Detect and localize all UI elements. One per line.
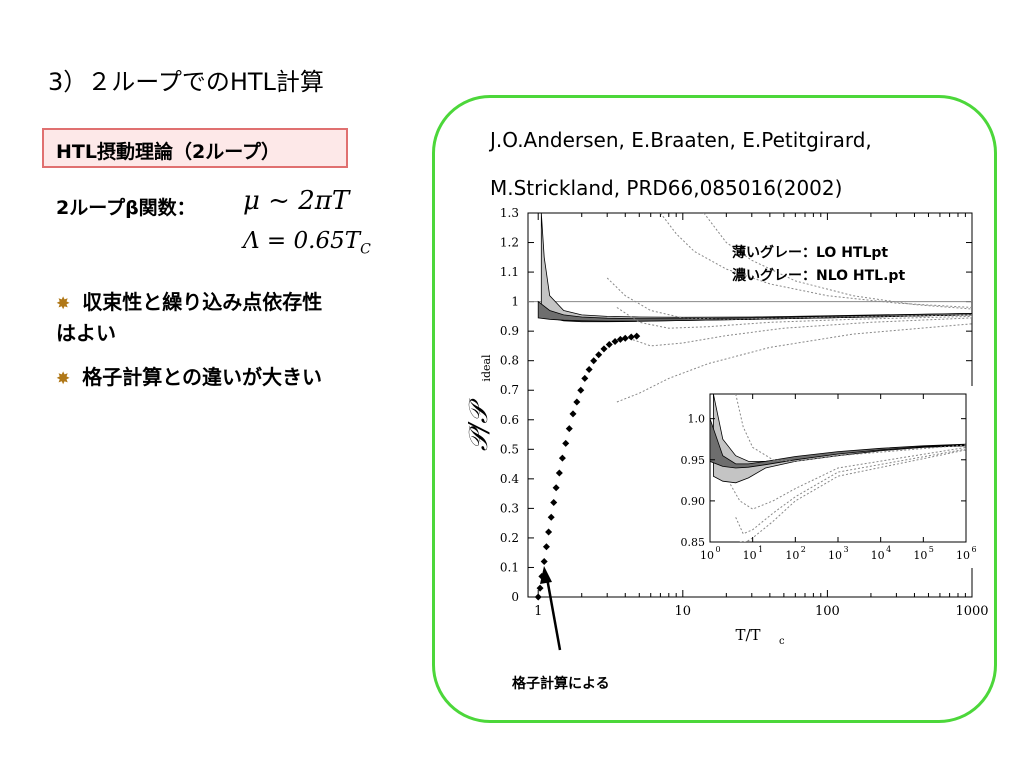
lattice-data-point bbox=[562, 439, 570, 447]
lattice-data-point bbox=[569, 410, 577, 418]
inset-x-tick-exponent: 6 bbox=[971, 545, 976, 554]
inset-y-tick-label: 0.90 bbox=[681, 495, 706, 508]
y-tick-label: 0.3 bbox=[500, 501, 519, 515]
y-tick-label: 0.4 bbox=[500, 472, 519, 486]
bullet-1: ✸ 収束性と繰り込み点依存性 bbox=[56, 287, 322, 319]
bullet-2-text: 格子計算との違いが大きい bbox=[82, 365, 323, 389]
lattice-data-point bbox=[542, 543, 550, 551]
y-tick-label: 0.2 bbox=[500, 531, 519, 545]
inset-x-tick-base: 10 bbox=[956, 549, 970, 562]
lattice-data-point bbox=[611, 337, 619, 345]
x-axis-label: T/T bbox=[735, 626, 760, 644]
inset-x-tick-exponent: 3 bbox=[843, 545, 848, 554]
lattice-data-point bbox=[558, 454, 566, 462]
y-axis-label-sub: ideal bbox=[480, 354, 493, 382]
lattice-data-point bbox=[534, 593, 542, 601]
lattice-data-point bbox=[573, 398, 581, 406]
inset-y-tick-label: 0.95 bbox=[681, 454, 706, 467]
y-tick-label: 0.7 bbox=[500, 383, 519, 397]
inset-dotted-curve-4 bbox=[739, 449, 966, 542]
inset-x-tick-base: 10 bbox=[785, 549, 799, 562]
sparkle-icon: ✸ bbox=[56, 294, 71, 314]
dotted-curve-5 bbox=[625, 317, 972, 347]
y-tick-label: 1.1 bbox=[500, 265, 519, 279]
lattice-data-point bbox=[605, 340, 613, 348]
x-tick-label: 10 bbox=[675, 604, 692, 619]
lattice-data-point bbox=[555, 469, 563, 477]
x-axis-label-sub: c bbox=[779, 636, 785, 647]
inset-y-tick-label: 0.85 bbox=[681, 536, 706, 549]
formula-lambda-main: Λ = 0.65T bbox=[243, 228, 361, 254]
section-tag-label: HTL摂動理論（2ループ） bbox=[56, 141, 281, 163]
lattice-data-point bbox=[581, 374, 589, 382]
reference-line-1: J.O.Andersen, E.Braaten, E.Petitgirard, bbox=[490, 128, 872, 152]
lattice-data-point bbox=[590, 357, 598, 365]
inset-x-tick-base: 10 bbox=[871, 549, 885, 562]
sparkle-icon: ✸ bbox=[56, 369, 71, 389]
legend-lo: 薄いグレー：LO HTLpt bbox=[732, 244, 888, 261]
lattice-data-point bbox=[552, 484, 560, 492]
inset-x-tick-base: 10 bbox=[828, 549, 842, 562]
inset-x-tick-base: 10 bbox=[700, 549, 714, 562]
inset-x-tick-exponent: 1 bbox=[758, 545, 763, 554]
inset-dotted-curve-1 bbox=[735, 394, 966, 462]
inset-x-tick-base: 10 bbox=[913, 549, 927, 562]
inset-x-tick-exponent: 4 bbox=[886, 545, 891, 554]
formula-lambda-sub: C bbox=[360, 241, 371, 258]
y-tick-label: 1 bbox=[511, 295, 519, 309]
lattice-arrow-head bbox=[540, 566, 552, 584]
bullet-2: ✸ 格子計算との違いが大きい bbox=[56, 362, 322, 394]
formula-lambda: Λ = 0.65TC bbox=[243, 228, 371, 258]
lattice-data-point bbox=[547, 513, 555, 521]
lattice-data-point bbox=[540, 558, 548, 566]
y-tick-label: 0.5 bbox=[500, 442, 519, 456]
section-tag: HTL摂動理論（2ループ） bbox=[42, 128, 348, 168]
beta-function-label: 2ループβ関数： bbox=[56, 197, 196, 219]
lattice-data-point bbox=[550, 498, 558, 506]
formula-mu: μ ~ 2πT bbox=[243, 186, 350, 216]
dotted-curve-3 bbox=[606, 277, 972, 320]
dotted-curve-2 bbox=[703, 213, 972, 310]
inset-x-tick-exponent: 2 bbox=[801, 545, 806, 554]
y-tick-label: 1.2 bbox=[500, 236, 519, 250]
inset-x-tick-exponent: 5 bbox=[929, 545, 934, 554]
y-tick-label: 0.9 bbox=[500, 324, 519, 338]
y-tick-label: 0.8 bbox=[500, 354, 519, 368]
y-tick-label: 0.6 bbox=[500, 413, 519, 427]
lattice-data-point bbox=[595, 351, 603, 359]
bullet-1-continued: はよい bbox=[56, 321, 116, 345]
x-tick-label: 1 bbox=[534, 604, 542, 619]
lattice-data-point bbox=[536, 584, 544, 592]
lattice-data-point bbox=[621, 334, 629, 342]
lattice-data-point bbox=[585, 366, 593, 374]
x-tick-label: 1000 bbox=[955, 604, 988, 619]
dotted-curve-4 bbox=[616, 307, 972, 329]
bullet-1-text: 収束性と繰り込み点依存性 bbox=[82, 290, 323, 314]
lo-htlpt-band bbox=[540, 213, 972, 323]
y-tick-label: 0 bbox=[511, 590, 519, 604]
legend-nlo: 濃いグレー：NLO HTL.pt bbox=[732, 267, 905, 284]
lattice-data-point bbox=[616, 335, 624, 343]
lattice-data-point bbox=[600, 345, 608, 353]
x-tick-label: 100 bbox=[815, 604, 840, 619]
y-axis-label: 𝒫/𝒫 bbox=[464, 398, 494, 452]
lattice-data-point bbox=[565, 425, 573, 433]
inset-nlo-band bbox=[710, 418, 966, 469]
inset-dotted-curve-2 bbox=[729, 446, 966, 510]
lattice-data-point bbox=[633, 332, 641, 340]
inset-x-tick-base: 10 bbox=[743, 549, 757, 562]
lattice-annotation: 格子計算による bbox=[512, 675, 610, 692]
reference-line-2: M.Strickland, PRD66,085016(2002) bbox=[490, 176, 843, 200]
lattice-data-point bbox=[545, 528, 553, 536]
lattice-arrow bbox=[545, 577, 562, 651]
inset-x-tick-exponent: 0 bbox=[715, 545, 720, 554]
y-tick-label: 1.3 bbox=[500, 206, 519, 220]
y-tick-label: 0.1 bbox=[500, 560, 519, 574]
slide-title: 3）２ループでのHTL計算 bbox=[48, 68, 324, 96]
lattice-data-point bbox=[627, 333, 635, 341]
inset-y-tick-label: 1.0 bbox=[688, 413, 706, 426]
lattice-data-point bbox=[577, 386, 585, 394]
dotted-curve-6 bbox=[616, 323, 972, 403]
